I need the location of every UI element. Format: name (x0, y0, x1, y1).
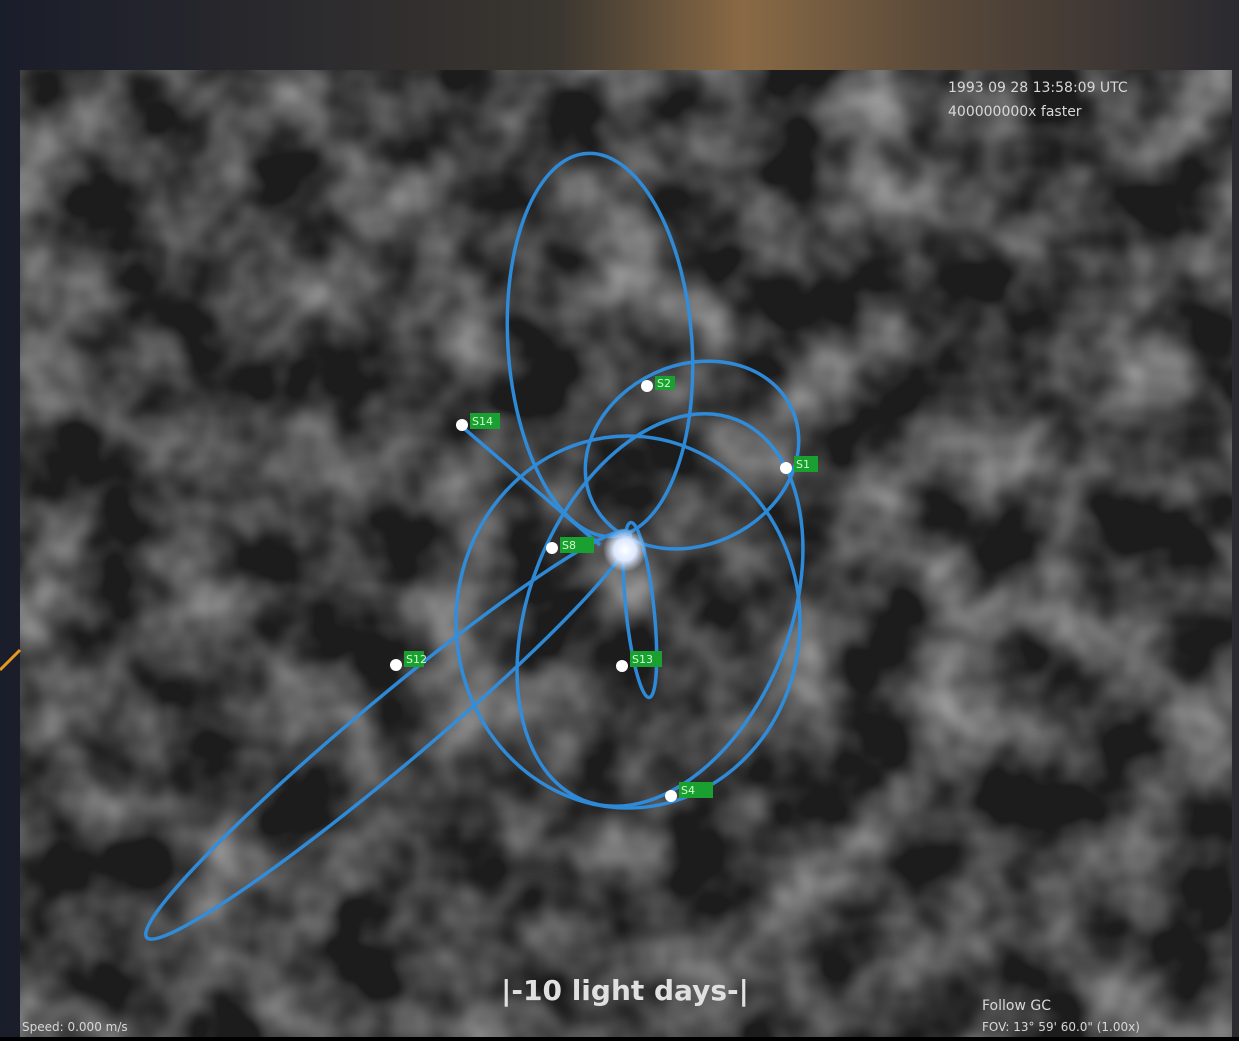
time-rate: 400000000x faster (948, 104, 1082, 120)
star-tag (470, 413, 500, 429)
scale-bar: |-10 light days-| (501, 974, 749, 1007)
orbit (458, 423, 602, 547)
galactic-center (603, 528, 647, 572)
star-tag (630, 651, 662, 667)
star (780, 462, 792, 474)
orbit-edge (0, 648, 22, 672)
speed: Speed: 0.000 m/s (22, 1020, 128, 1034)
star-tag (679, 782, 713, 798)
star-tag (560, 537, 594, 553)
star (390, 659, 402, 671)
field-of-view: FOV: 13° 59' 60.0" (1.00x) (982, 1020, 1140, 1034)
star (546, 542, 558, 554)
orbit (621, 520, 659, 700)
star-label: S4 (681, 784, 695, 797)
orbit (515, 412, 805, 808)
star-label: S2 (657, 377, 671, 390)
star-label: S14 (472, 415, 493, 428)
orbit (583, 359, 801, 551)
star-tag (655, 376, 675, 390)
star-label: S1 (796, 458, 810, 471)
star (665, 790, 677, 802)
star-tag (404, 651, 424, 667)
star-label: S8 (562, 539, 576, 552)
star-label: S13 (632, 653, 653, 666)
star (641, 380, 653, 392)
star (616, 660, 628, 672)
star-tag (794, 456, 818, 472)
overlay-text: 1993 09 28 13:58:09 UTC 400000000x faste… (22, 80, 1140, 1034)
stars: S2 S14 S1 S8 S12 S13 S4 (390, 376, 818, 802)
star (456, 419, 468, 431)
follow-target: Follow GC (982, 998, 1051, 1014)
date-time: 1993 09 28 13:58:09 UTC (948, 80, 1128, 96)
star-label: S12 (406, 653, 427, 666)
orbit (454, 434, 802, 810)
